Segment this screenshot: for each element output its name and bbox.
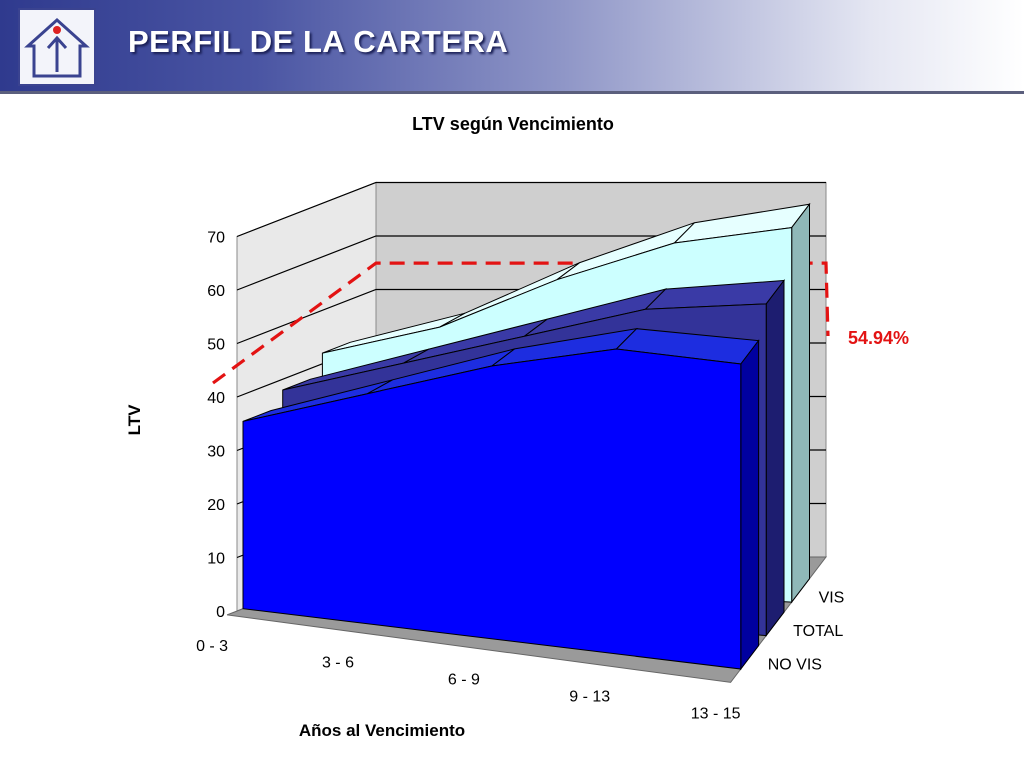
series-label: VIS bbox=[819, 589, 845, 606]
reference-line bbox=[212, 261, 830, 385]
series-area-2 bbox=[242, 348, 742, 670]
series-side-2 bbox=[740, 339, 760, 671]
ltv-chart: LTV según Vencimiento 0 10 20 30 40 50 60 70 0 -… bbox=[125, 114, 909, 740]
series-side-0 bbox=[791, 202, 810, 604]
y-tick-label: 60 bbox=[207, 283, 225, 300]
x-tick-label: 0 - 3 bbox=[196, 638, 228, 655]
page-title: PERFIL DE LA CARTERA bbox=[128, 24, 509, 59]
y-tick-label: 0 bbox=[216, 604, 225, 621]
header-banner: PERFIL DE LA CARTERA bbox=[0, 0, 1024, 94]
x-tick-label: 9 - 13 bbox=[569, 688, 610, 705]
x-axis-label: Años al Vencimiento bbox=[299, 721, 465, 740]
series-side-1 bbox=[765, 279, 785, 638]
chart-title: LTV según Vencimiento bbox=[412, 114, 614, 134]
series-label: TOTAL bbox=[793, 623, 843, 640]
y-tick-label: 30 bbox=[207, 444, 225, 461]
series-label: NO VIS bbox=[768, 656, 822, 673]
y-tick-label: 40 bbox=[207, 390, 225, 407]
x-tick-label: 13 - 15 bbox=[691, 705, 741, 722]
x-tick-label: 3 - 6 bbox=[322, 655, 354, 672]
y-tick-label: 70 bbox=[207, 230, 225, 247]
house-arrow-icon bbox=[18, 8, 96, 86]
y-tick-label: 50 bbox=[207, 337, 225, 354]
y-axis-label: LTV bbox=[125, 404, 144, 436]
x-tick-label: 6 - 9 bbox=[448, 672, 480, 689]
reference-line-label: 54.94% bbox=[848, 328, 909, 348]
y-tick-label: 10 bbox=[207, 551, 225, 568]
gridline bbox=[236, 181, 826, 238]
y-tick-label: 20 bbox=[207, 497, 225, 514]
